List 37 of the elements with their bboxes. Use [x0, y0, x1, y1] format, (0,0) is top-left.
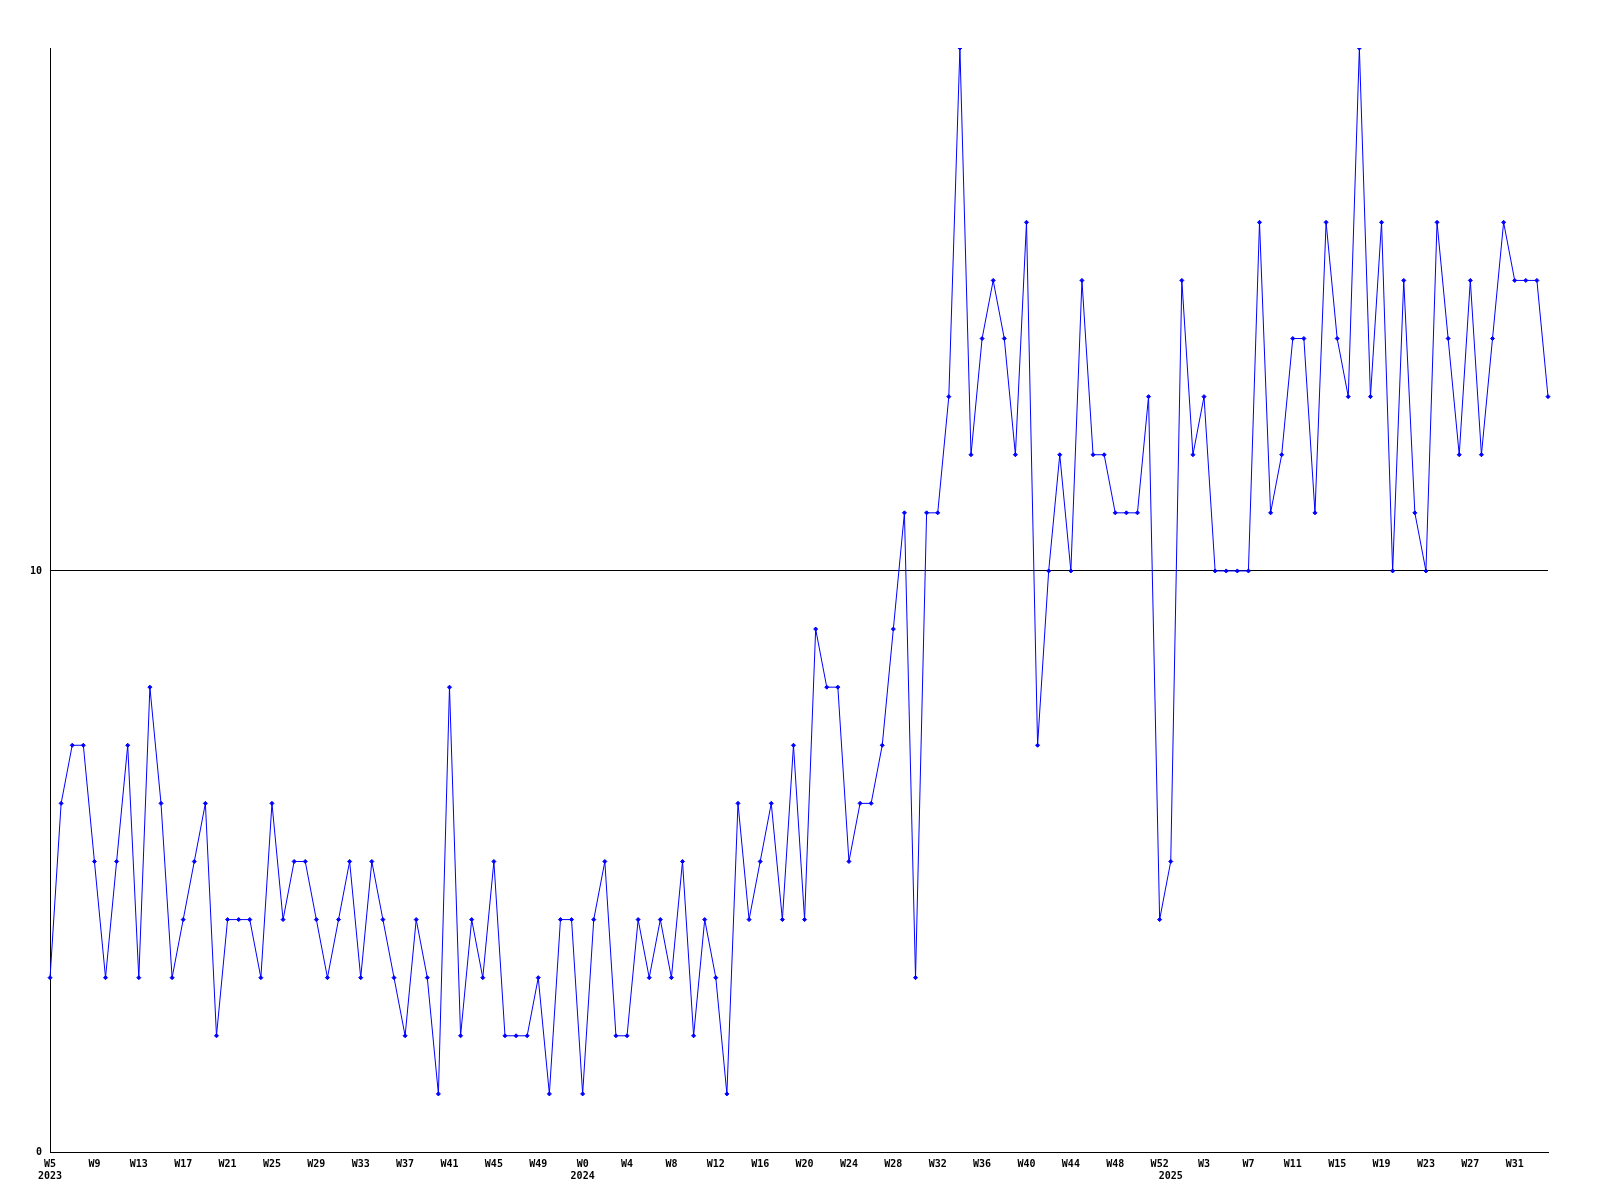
- y-tick-label: 0: [36, 1145, 43, 1157]
- x-tick-label: W31: [1505, 1157, 1524, 1169]
- x-tick-label: W48: [1106, 1157, 1125, 1169]
- x-tick-label: W44: [1061, 1157, 1080, 1169]
- x-tick-label: W8: [665, 1157, 678, 1169]
- x-tick-label: W20: [795, 1157, 814, 1169]
- x-tick-label: W4: [621, 1157, 634, 1169]
- x-tick-label: W23: [1416, 1157, 1435, 1169]
- x-tick-label: W27: [1461, 1157, 1480, 1169]
- x-tick-label: W40: [1017, 1157, 1036, 1169]
- x-tick-label: W17: [174, 1157, 193, 1169]
- x-tick-label: W5 2023: [37, 1157, 63, 1181]
- x-tick-label: W29: [307, 1157, 326, 1169]
- x-tick-label: W52: [1150, 1157, 1169, 1169]
- x-tick-label: W41: [440, 1157, 459, 1169]
- x-tick-label: 2025: [1158, 1169, 1183, 1181]
- x-tick-label: W25: [262, 1157, 281, 1169]
- y-tick-label: 10: [29, 564, 43, 576]
- x-tick-label: W13: [129, 1157, 148, 1169]
- x-tick-label: W45: [484, 1157, 503, 1169]
- x-tick-label: W32: [928, 1157, 947, 1169]
- x-tick-label: W12: [706, 1157, 725, 1169]
- x-tick-label: W7: [1242, 1157, 1255, 1169]
- x-tick-label: W28: [884, 1157, 903, 1169]
- x-tick-label: W0 2024: [570, 1157, 595, 1181]
- x-tick-label: W37: [396, 1157, 415, 1169]
- x-tick-label: W36: [973, 1157, 992, 1169]
- x-tick-label: W49: [529, 1157, 548, 1169]
- x-tick-label: W3: [1198, 1157, 1211, 1169]
- x-tick-label: W16: [751, 1157, 770, 1169]
- x-tick-label: W11: [1283, 1157, 1302, 1169]
- x-tick-label: W24: [839, 1157, 858, 1169]
- x-tick-label: W19: [1372, 1157, 1391, 1169]
- x-tick-label: W15: [1328, 1157, 1347, 1169]
- x-tick-label: W33: [351, 1157, 370, 1169]
- x-tick-label: W9: [88, 1157, 101, 1169]
- x-tick-label: W21: [218, 1157, 237, 1169]
